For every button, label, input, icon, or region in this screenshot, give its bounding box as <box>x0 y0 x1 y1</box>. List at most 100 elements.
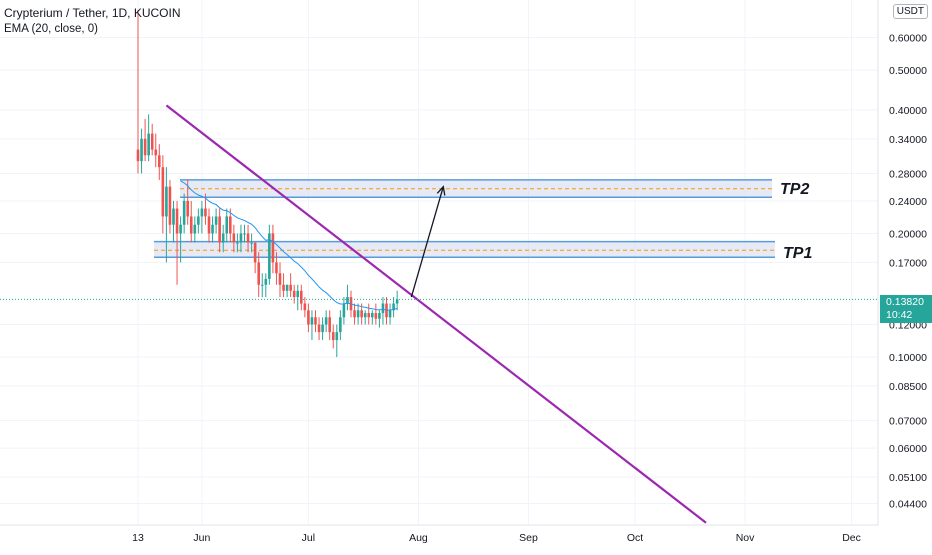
price-tick-label: 0.05100 <box>889 472 927 484</box>
candle-body <box>300 290 303 304</box>
time-tick-label: Nov <box>736 532 755 544</box>
arrow-shaft <box>410 186 444 298</box>
last-price-value: 0.13820 <box>886 296 924 308</box>
target-arrow[interactable] <box>410 185 446 298</box>
candle-body <box>271 233 275 263</box>
candle-body <box>335 332 339 341</box>
candle-body <box>388 310 392 318</box>
time-tick-label: Dec <box>842 532 861 544</box>
candle-body <box>324 317 328 325</box>
candle-body <box>229 216 232 234</box>
candle-body <box>175 208 179 234</box>
candle-body <box>214 216 218 225</box>
candle-body <box>239 233 243 243</box>
candle-body <box>264 278 268 285</box>
time-tick-label: Jul <box>302 532 315 544</box>
candle-body <box>268 233 271 279</box>
candle-body <box>150 133 154 150</box>
time-tick-label: Sep <box>519 532 538 544</box>
candle-body <box>161 167 165 217</box>
candle-body <box>232 233 236 243</box>
candle-body <box>356 310 360 318</box>
candle-body <box>260 284 264 286</box>
price-tick-label: 0.40000 <box>889 105 927 117</box>
candle-body <box>221 233 225 243</box>
candle-body <box>158 155 161 168</box>
candle-body <box>367 313 371 318</box>
candle-body <box>186 200 189 217</box>
candle-body <box>285 284 289 291</box>
currency-badge[interactable]: USDT <box>892 4 928 19</box>
candle-body <box>331 332 335 341</box>
last-price-label: 0.13820 10:42 <box>880 295 932 323</box>
candle-body <box>154 149 158 156</box>
candle-body <box>374 313 378 319</box>
bar-countdown: 10:42 <box>886 309 913 321</box>
candle-body <box>225 216 229 234</box>
candle-body <box>253 242 257 263</box>
tp1-label[interactable]: TP1 <box>783 245 813 262</box>
candle-body <box>236 242 239 244</box>
candle-body <box>243 233 246 235</box>
price-axis[interactable]: 0.60000 0.50000 0.40000 0.34000 0.28000 0.240… <box>877 0 927 525</box>
candle-body <box>339 317 342 333</box>
candle-body <box>189 216 193 234</box>
ema-line <box>180 180 398 311</box>
candle-body <box>303 303 307 311</box>
candle-body <box>140 138 143 162</box>
candle-body <box>342 303 346 318</box>
candle-body <box>310 317 314 325</box>
time-axis[interactable]: 13 Jun Jul Aug Sep Oct Nov Dec <box>0 524 878 544</box>
candle-body <box>197 216 200 225</box>
time-tick-label: Jun <box>193 532 210 544</box>
price-tick-label: 0.06000 <box>889 443 927 455</box>
candle-body <box>378 313 381 319</box>
candle-body <box>307 310 310 325</box>
candle-body <box>204 208 207 217</box>
price-tick-label: 0.10000 <box>889 352 927 364</box>
tp2-label[interactable]: TP2 <box>780 181 810 198</box>
price-tick-label: 0.24000 <box>889 196 927 208</box>
candle-body <box>395 299 399 304</box>
candle-body <box>165 186 168 217</box>
candle-body <box>317 324 321 333</box>
candle-body <box>172 208 175 225</box>
price-tick-label: 0.34000 <box>889 134 927 146</box>
candle-body <box>360 310 363 318</box>
candle-body <box>292 290 296 298</box>
candle-body <box>328 317 331 333</box>
price-tick-label: 0.04400 <box>889 498 927 510</box>
candle-body <box>136 149 140 162</box>
candle-body <box>200 208 204 217</box>
candle-body <box>363 313 367 318</box>
candle-body <box>147 133 150 156</box>
candle-body <box>250 242 253 244</box>
price-tick-label: 0.07000 <box>889 416 927 428</box>
grid <box>0 0 878 525</box>
candle-body <box>257 262 260 285</box>
trendline[interactable] <box>165 104 707 524</box>
candles <box>136 10 399 358</box>
candle-body <box>353 310 356 318</box>
price-tick-label: 0.08500 <box>889 381 927 393</box>
candle-body <box>143 138 147 156</box>
symbol-title[interactable]: Crypterium / Tether, 1D, KUCOIN <box>4 6 181 20</box>
candle-body <box>346 297 349 304</box>
candle-body <box>218 216 221 243</box>
candle-body <box>193 224 197 234</box>
price-tick-label: 0.60000 <box>889 33 927 45</box>
candle-body <box>296 290 300 298</box>
candle-body <box>275 262 278 274</box>
time-tick-label: 13 <box>132 532 144 544</box>
price-tick-label: 0.28000 <box>889 168 927 180</box>
price-tick-label: 0.20000 <box>889 228 927 240</box>
candle-body <box>278 273 282 285</box>
candle-body <box>381 303 385 314</box>
candle-body <box>182 200 186 225</box>
time-tick-label: Oct <box>627 532 643 544</box>
candle-body <box>371 313 374 318</box>
candle-body <box>179 224 182 234</box>
indicator-legend[interactable]: EMA (20, close, 0) <box>4 23 98 35</box>
